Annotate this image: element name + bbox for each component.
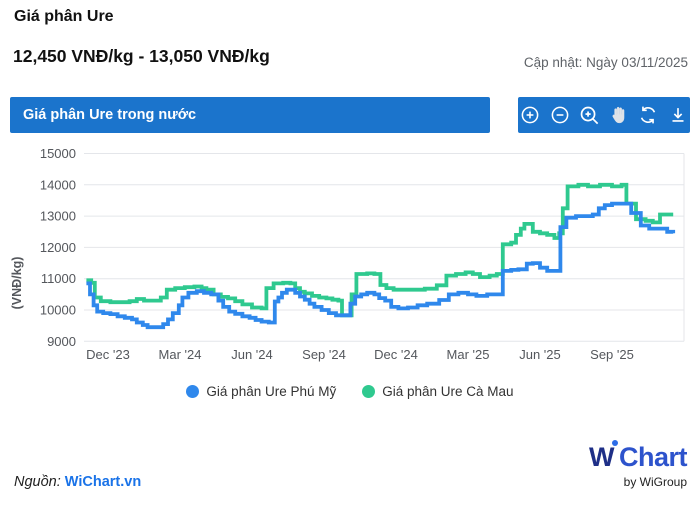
y-axis-label: (VNĐ/kg): [10, 257, 24, 310]
legend-item-phu-my[interactable]: Giá phân Ure Phú Mỹ: [186, 384, 336, 399]
wichart-logo: W Chart by WiGroup: [589, 440, 688, 489]
ca-mau-dot-icon: [362, 385, 376, 398]
download-icon[interactable]: [666, 102, 691, 128]
logo-dot-icon: [611, 440, 618, 446]
x-tick: Dec '24: [374, 347, 418, 362]
chart-legend: Giá phân Ure Phú Mỹ Giá phân Ure Cà Mau: [0, 384, 700, 399]
x-tick: Dec '23: [86, 347, 130, 362]
y-tick-10000: 10000: [40, 303, 76, 318]
legend-label: Giá phân Ure Cà Mau: [382, 384, 514, 399]
refresh-icon[interactable]: [636, 102, 661, 128]
y-tick-15000: 15000: [40, 146, 76, 161]
legend-item-ca-mau[interactable]: Giá phân Ure Cà Mau: [362, 384, 514, 399]
chart-header-bar: Giá phân Ure trong nước: [10, 97, 490, 133]
source-line: Nguồn: WiChart.vn: [14, 474, 141, 490]
x-tick: Sep '24: [302, 347, 346, 362]
price-range: 12,450 VNĐ/kg - 13,050 VNĐ/kg: [13, 46, 270, 66]
source-label: Nguồn:: [14, 474, 61, 490]
logo-subtitle: by WiGroup: [623, 475, 687, 489]
y-tick-12000: 12000: [40, 240, 76, 255]
page-title: Giá phân Ure: [14, 8, 114, 25]
chart-toolbar: [518, 97, 690, 133]
y-tick-13000: 13000: [40, 209, 76, 224]
y-tick-9000: 9000: [47, 334, 76, 349]
x-tick: Sep '25: [590, 347, 634, 362]
zoom-out-icon[interactable]: [548, 102, 573, 128]
pan-hand-icon[interactable]: [607, 102, 632, 128]
price-line-chart[interactable]: 9000 10000 11000 12000 13000 14000 15000 Dec '2…: [0, 137, 700, 377]
update-date: Cập nhật: Ngày 03/11/2025: [523, 55, 688, 70]
logo-w-mark: W: [589, 440, 618, 472]
logo-chart-text: Chart: [618, 442, 688, 472]
x-tick: Jun '24: [231, 347, 273, 362]
x-tick: Mar '25: [447, 347, 490, 362]
chart-title: Giá phân Ure trong nước: [23, 107, 197, 123]
y-tick-11000: 11000: [41, 271, 76, 286]
zoom-search-icon[interactable]: [577, 102, 602, 128]
phu-my-dot-icon: [186, 385, 200, 398]
legend-label: Giá phân Ure Phú Mỹ: [206, 384, 337, 399]
series-line-phu-my[interactable]: [86, 201, 676, 330]
x-tick: Mar '24: [159, 347, 202, 362]
y-tick-14000: 14000: [40, 177, 76, 192]
source-link[interactable]: WiChart.vn: [64, 474, 142, 490]
x-tick: Jun '25: [519, 347, 561, 362]
zoom-in-icon[interactable]: [518, 102, 543, 128]
